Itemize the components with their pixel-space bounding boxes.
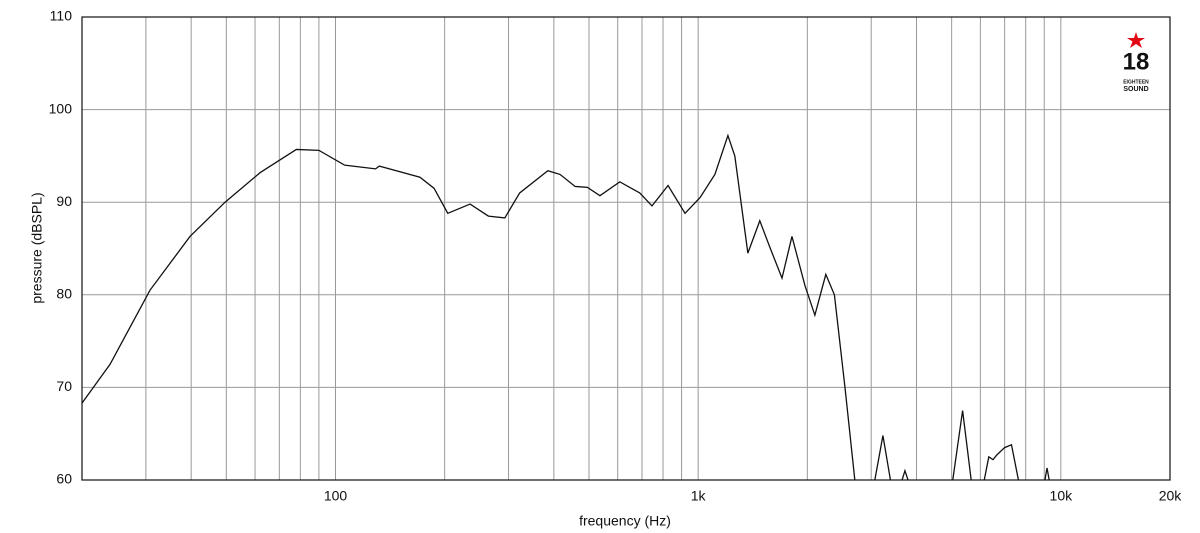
y-axis-title: pressure (dBSPL) — [29, 192, 45, 303]
y-tick-label: 110 — [50, 8, 73, 24]
logo: 18 EIGHTEEN SOUND — [1123, 32, 1150, 93]
y-tick-label: 80 — [56, 286, 72, 302]
logo-star — [1127, 32, 1145, 48]
x-tick-label: 100 — [324, 488, 348, 504]
x-tick-label: 10k — [1050, 488, 1074, 504]
plot-frame — [81, 16, 1171, 481]
x-axis-title: frequency (Hz) — [579, 513, 671, 529]
y-tick-label: 70 — [56, 378, 72, 394]
logo-text: EIGHTEEN — [1123, 79, 1149, 85]
y-tick-label: 100 — [49, 100, 73, 116]
logo-text: SOUND — [1123, 86, 1148, 93]
logo-number: 18 — [1123, 48, 1150, 75]
x-tick-label: 1k — [691, 488, 707, 504]
y-tick-label: 90 — [56, 193, 72, 209]
y-tick-label: 60 — [56, 471, 72, 487]
x-tick-label: 20k — [1159, 488, 1183, 504]
response-curve — [82, 133, 1050, 480]
